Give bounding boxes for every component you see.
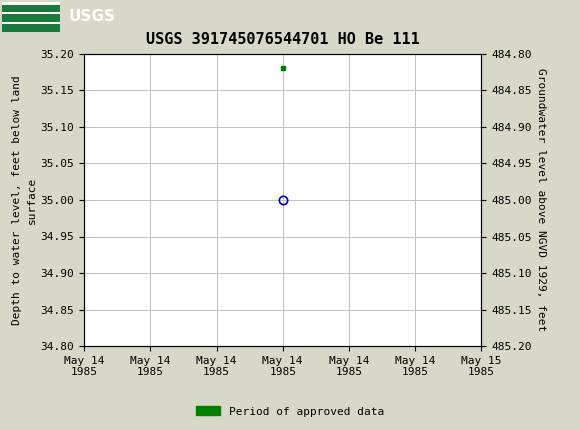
Y-axis label: Groundwater level above NGVD 1929, feet: Groundwater level above NGVD 1929, feet (536, 68, 546, 332)
Bar (2, 5, 60, 12)
Bar (2, 15, 60, 22)
Title: USGS 391745076544701 HO Be 111: USGS 391745076544701 HO Be 111 (146, 32, 419, 47)
Bar (2, 24, 60, 31)
Text: USGS: USGS (68, 9, 115, 24)
Legend: Period of approved data: Period of approved data (191, 402, 389, 421)
Y-axis label: Depth to water level, feet below land
surface: Depth to water level, feet below land su… (12, 75, 37, 325)
Bar (2, 2, 60, 31)
